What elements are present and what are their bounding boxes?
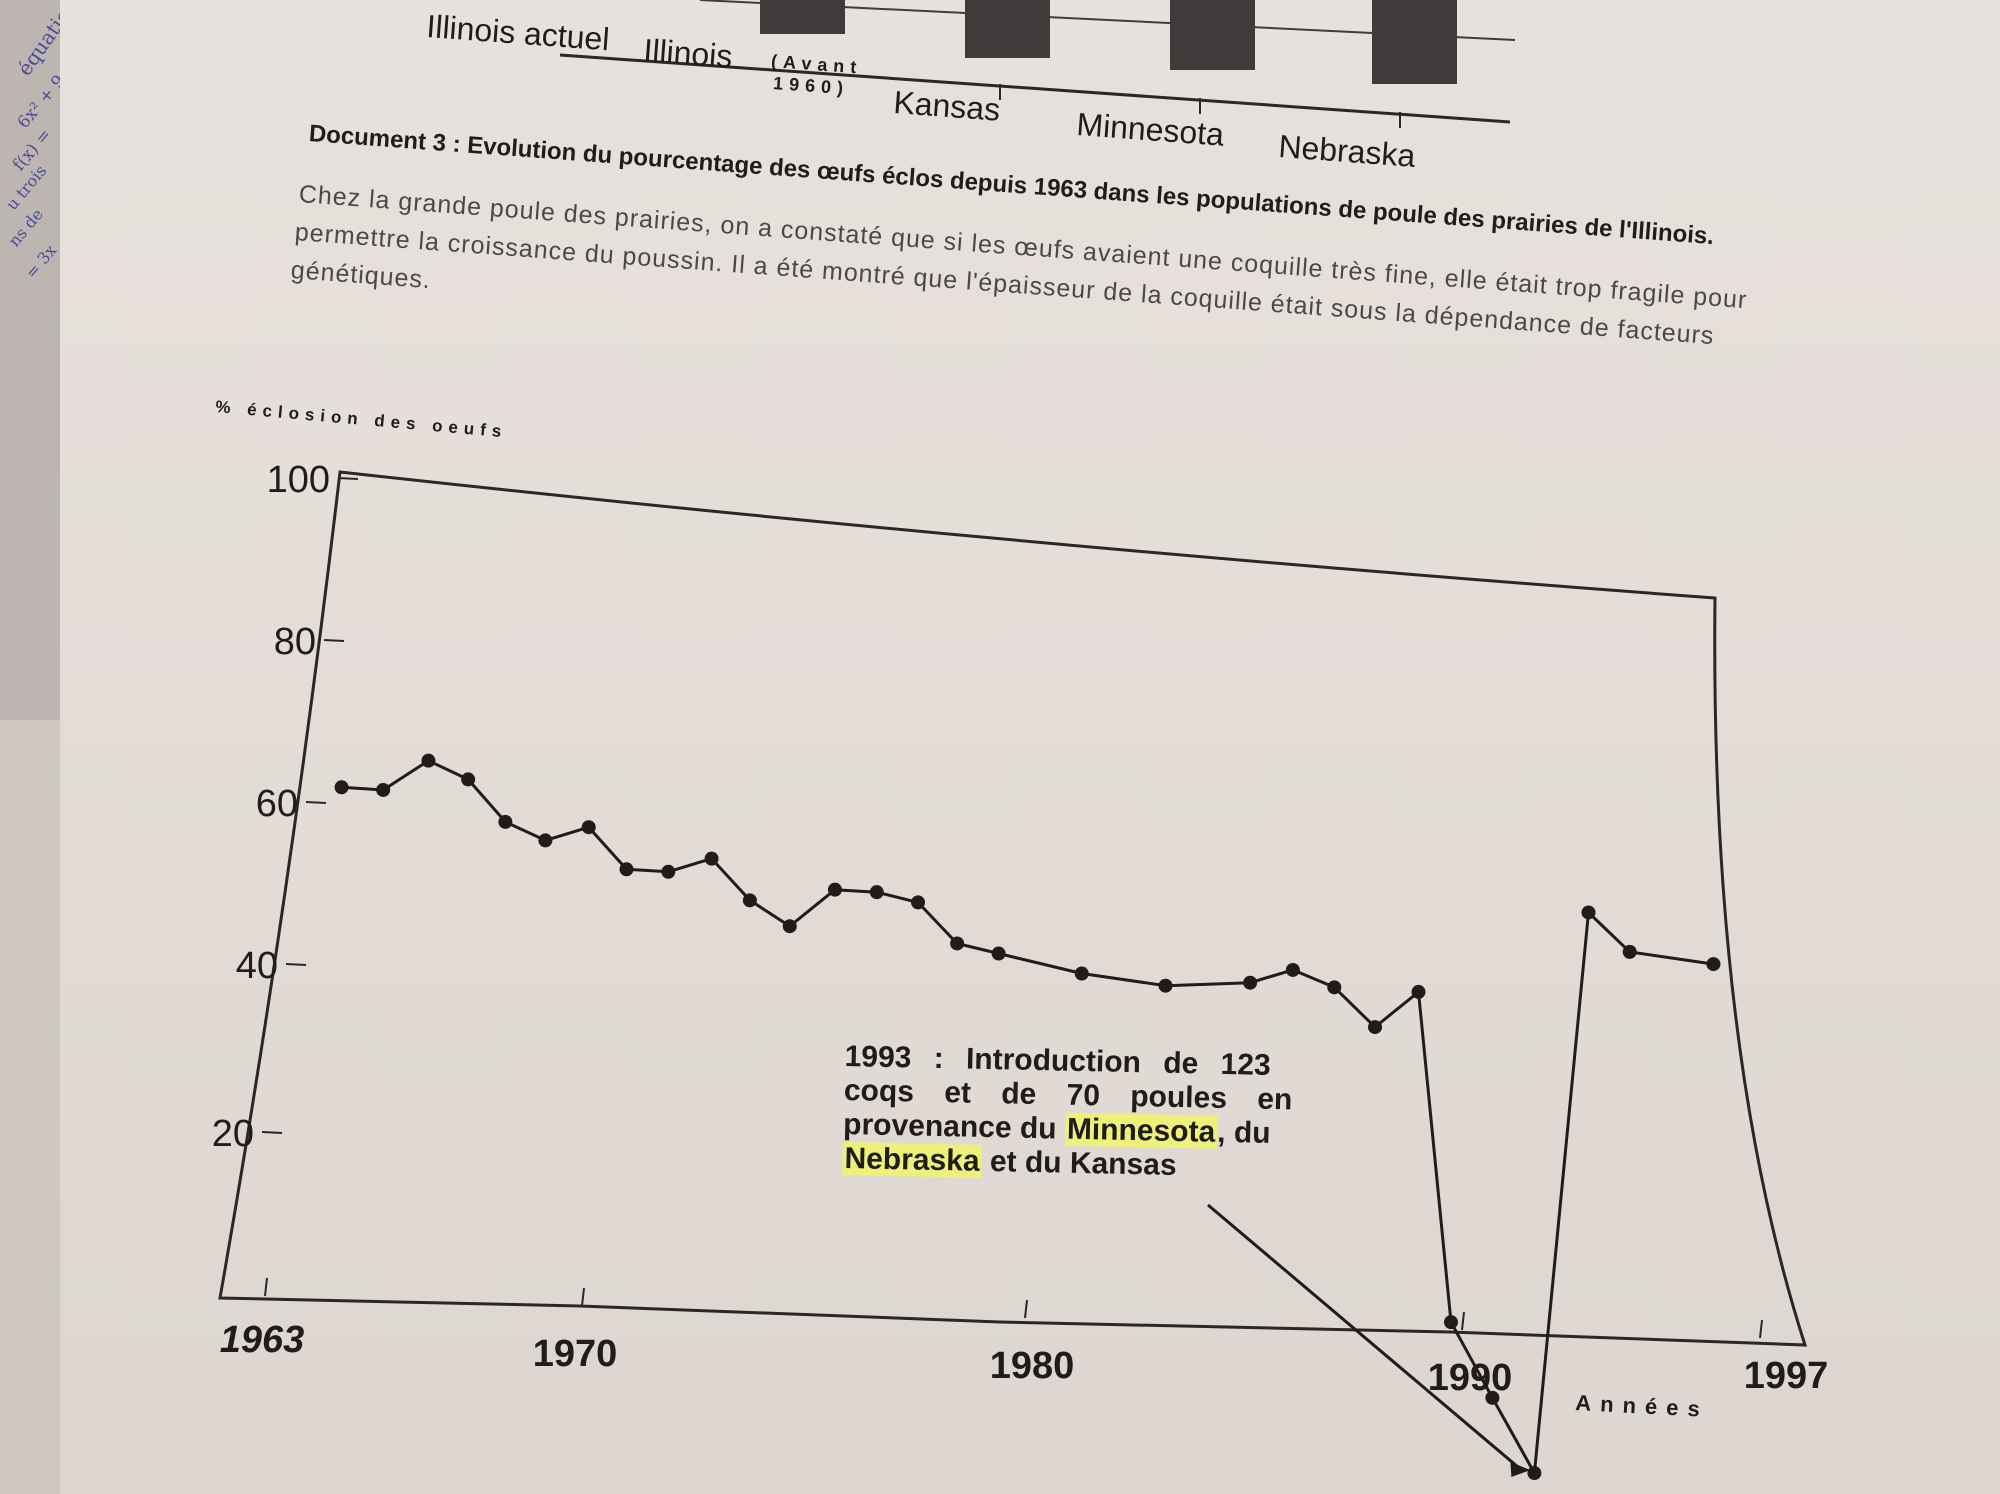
data-point: [334, 780, 349, 795]
data-point: [538, 833, 553, 848]
data-point: [827, 882, 842, 897]
data-point: [911, 895, 926, 910]
data-point: [1327, 980, 1342, 995]
data-point: [704, 851, 719, 866]
y-tick: [285, 963, 307, 966]
annotation-segment: , du: [1216, 1115, 1271, 1150]
annotation-segment: et du Kansas: [981, 1144, 1177, 1182]
y-tick-label: 80: [274, 621, 316, 663]
data-point: [1622, 944, 1637, 959]
x-axis-title: Années: [1575, 1390, 1710, 1422]
data-point: [742, 893, 757, 908]
data-point: [950, 936, 965, 951]
worksheet-page: Illinois actuel Illinois (Avant 1960) Ka…: [60, 0, 2000, 1494]
data-point: [869, 885, 884, 900]
annotation-arrowhead: [1510, 1462, 1531, 1478]
top-bar: [1372, 0, 1457, 84]
y-tick-label: 20: [212, 1113, 254, 1155]
x-tick: [1461, 1311, 1465, 1331]
top-bar: [1170, 0, 1255, 70]
x-tick: [1024, 1299, 1028, 1319]
chart-frame: [218, 470, 1808, 1347]
top-axis: [559, 53, 1511, 124]
y-tick: [261, 1131, 283, 1134]
top-bar: [965, 0, 1050, 58]
top-bar-chart-fragment: [559, 0, 1516, 128]
data-point: [991, 946, 1006, 961]
data-point: [421, 753, 436, 768]
series-line: [341, 759, 1714, 1475]
y-tick: [323, 639, 345, 642]
x-tick: [264, 1277, 268, 1297]
x-axis: 1963 1970 1980 1990 1997: [220, 1277, 1829, 1399]
annotation-highlight: Nebraska: [842, 1141, 982, 1178]
y-tick-label: 100: [267, 459, 330, 501]
y-tick-label: 40: [236, 945, 278, 987]
y-axis-title: % éclosion des oeufs: [215, 397, 508, 441]
data-point: [1158, 978, 1173, 993]
y-tick: [305, 801, 327, 804]
data-point: [661, 864, 676, 879]
annotation-text: 1993 : Introduction de 123 coqs et de 70…: [842, 1040, 1325, 1186]
y-tick-label: 60: [256, 783, 298, 825]
x-tick-label: 1990: [1428, 1357, 1513, 1399]
y-axis: 100 80 60 40 20: [212, 459, 359, 1155]
x-tick-label: 1970: [533, 1333, 618, 1375]
data-point: [376, 782, 391, 797]
data-point: [461, 772, 476, 787]
data-point: [619, 862, 634, 877]
data-point: [1485, 1390, 1500, 1405]
data-point: [1074, 966, 1089, 981]
data-point: [1368, 1020, 1383, 1035]
data-points: [334, 753, 1721, 1481]
x-tick-label: 1963: [220, 1319, 305, 1361]
data-point: [1411, 984, 1426, 999]
annotation-arrow: [1207, 1203, 1522, 1471]
data-point: [581, 820, 596, 835]
y-tick: [337, 477, 359, 480]
top-gridline: [699, 0, 1516, 41]
data-point: [1243, 975, 1258, 990]
x-tick: [581, 1287, 585, 1307]
x-tick-label: 1997: [1744, 1355, 1829, 1397]
data-point: [1706, 957, 1721, 972]
x-tick: [1759, 1319, 1763, 1339]
data-point: [498, 814, 513, 829]
data-point: [1581, 905, 1596, 920]
data-point: [1527, 1466, 1542, 1481]
data-point: [1285, 962, 1300, 977]
x-tick-label: 1980: [990, 1345, 1075, 1387]
annotation-segment: provenance du: [842, 1107, 1066, 1146]
annotation-highlight: Minnesota: [1064, 1112, 1218, 1149]
data-point: [782, 919, 797, 934]
data-point: [1443, 1315, 1458, 1330]
